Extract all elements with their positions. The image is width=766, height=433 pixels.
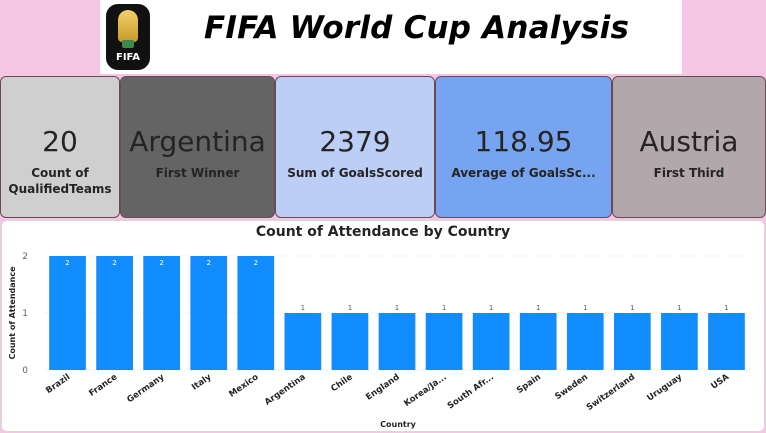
card-label: Sum of GoalsScored	[287, 166, 423, 180]
data-label: 2	[206, 259, 210, 267]
bar[interactable]	[49, 256, 86, 370]
data-label: 1	[301, 304, 305, 312]
y-tick-label: 2	[22, 252, 28, 262]
bar[interactable]	[143, 256, 181, 370]
card-value: 20	[42, 125, 78, 158]
data-label: 2	[112, 259, 116, 267]
y-tick-label: 0	[22, 366, 28, 376]
header: FIFA FIFA World Cup Analysis	[100, 0, 682, 74]
x-tick-label: Germany	[125, 372, 166, 405]
x-tick-label: England	[364, 372, 401, 402]
card-value: 2379	[319, 125, 391, 158]
data-label: 1	[536, 304, 540, 312]
bar[interactable]	[378, 313, 416, 370]
x-tick-label: Sweden	[553, 372, 590, 402]
chart-title: Count of Attendance by Country	[255, 224, 511, 240]
logo-text: FIFA	[116, 52, 140, 63]
x-tick-label: Argentina	[263, 372, 308, 408]
bar[interactable]	[96, 256, 133, 370]
bar[interactable]	[566, 313, 604, 370]
data-label: 1	[724, 304, 728, 312]
bar[interactable]	[472, 313, 510, 370]
bar[interactable]	[661, 313, 698, 370]
bar[interactable]	[519, 313, 557, 370]
bar[interactable]	[613, 313, 651, 370]
x-tick-label: USA	[709, 372, 731, 392]
x-axis-label: Country	[380, 420, 417, 429]
bar[interactable]	[190, 256, 228, 370]
bar[interactable]	[237, 256, 275, 370]
x-tick-label: Spain	[515, 372, 543, 396]
x-tick-label: Brazil	[44, 372, 72, 396]
bar[interactable]	[708, 313, 745, 370]
data-label: 1	[442, 304, 446, 312]
x-tick-label: Korea/Ja...	[402, 372, 448, 409]
y-axis-label: Count of Attendance	[8, 266, 17, 360]
fifa-logo: FIFA	[106, 4, 150, 70]
card-sum-goals[interactable]: 2379 Sum of GoalsScored	[275, 76, 435, 218]
card-value: Argentina	[129, 125, 266, 158]
card-label: Count of QualifiedTeams	[8, 166, 112, 196]
card-first-third[interactable]: Austria First Third	[612, 76, 766, 218]
y-tick-label: 1	[22, 309, 28, 319]
card-qualified-teams[interactable]: 20 Count of QualifiedTeams	[0, 76, 120, 218]
bar[interactable]	[284, 313, 322, 370]
bar[interactable]	[331, 313, 369, 370]
data-label: 1	[677, 304, 681, 312]
data-label: 2	[254, 259, 258, 267]
x-tick-label: Chile	[329, 372, 354, 394]
data-label: 1	[395, 304, 399, 312]
data-label: 2	[65, 259, 69, 267]
card-value: Austria	[639, 125, 739, 158]
x-tick-label: Mexico	[227, 372, 260, 399]
card-label: Average of GoalsSc...	[451, 166, 596, 180]
attendance-chart-panel[interactable]: Count of Attendance by Country 0 1 2 2 2 2 2 2…	[1, 220, 765, 432]
x-tick-label: France	[87, 372, 119, 399]
data-label: 2	[159, 259, 163, 267]
x-tick-label: Uruguay	[645, 372, 684, 404]
x-tick-label: Switzerland	[585, 372, 637, 413]
card-first-winner[interactable]: Argentina First Winner	[120, 76, 275, 218]
data-label: 1	[489, 304, 493, 312]
card-label: First Third	[653, 166, 725, 180]
data-label: 1	[583, 304, 587, 312]
x-tick-label: South Afr...	[446, 372, 496, 411]
card-label: First Winner	[155, 166, 240, 180]
bar[interactable]	[425, 313, 463, 370]
card-average-goals[interactable]: 118.95 Average of GoalsSc...	[435, 76, 612, 218]
card-value: 118.95	[474, 125, 573, 158]
data-label: 1	[630, 304, 634, 312]
attendance-bar-chart: 0 1 2 2 2 2 2 2 1 1 1 1 1 1 1 1 1 1 Brazil France Germany I…	[8, 252, 750, 429]
data-label: 1	[348, 304, 352, 312]
trophy-base-icon	[122, 40, 134, 48]
page-title: FIFA World Cup Analysis	[204, 10, 630, 46]
trophy-icon	[118, 10, 138, 42]
x-tick-label: Italy	[190, 372, 214, 393]
